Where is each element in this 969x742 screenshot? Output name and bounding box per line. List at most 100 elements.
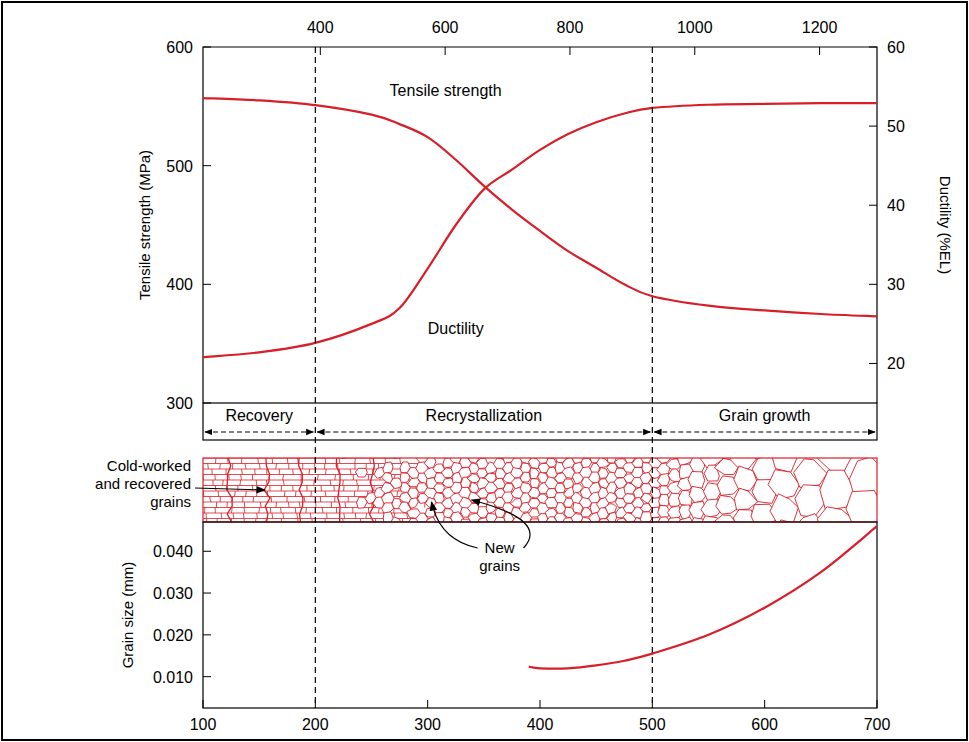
x2-tick-label: 800 bbox=[557, 19, 584, 36]
cold-worked-grain-boundary bbox=[339, 458, 341, 464]
cold-worked-grain-boundary bbox=[244, 502, 245, 508]
cold-worked-grain-boundary bbox=[254, 469, 255, 475]
microstructure bbox=[203, 458, 877, 522]
figure: 400600800100012003004005006002030405060T… bbox=[0, 0, 969, 742]
cold-worked-grain-boundary bbox=[295, 491, 297, 497]
x-tick-label: 500 bbox=[639, 716, 666, 733]
cold-worked-grain-boundary bbox=[280, 508, 282, 514]
cold-worked-grain-boundary bbox=[325, 491, 327, 497]
grain bbox=[408, 488, 419, 499]
grain bbox=[390, 517, 401, 522]
grain bbox=[520, 472, 530, 482]
x2-tick bbox=[445, 47, 446, 55]
cold-worked-grain-boundary bbox=[237, 486, 238, 492]
cold-worked-grain-boundary bbox=[330, 480, 332, 486]
cold-worked-grain-boundary bbox=[203, 496, 434, 497]
x2-tick-label: 400 bbox=[307, 19, 334, 36]
cold-worked-grain-boundary bbox=[256, 513, 258, 519]
cold-worked-grain-boundary bbox=[368, 508, 369, 514]
region-arrow bbox=[205, 432, 313, 433]
cold-worked-grain-boundary bbox=[256, 480, 258, 486]
cold-worked-grain-boundary bbox=[253, 497, 255, 503]
cold-worked-grain-boundary bbox=[348, 497, 349, 503]
cold-worked-grain-boundary bbox=[256, 491, 258, 497]
x-tick bbox=[540, 700, 541, 708]
y-tick-label: 400 bbox=[166, 276, 193, 293]
cold-worked-grain-boundary bbox=[322, 508, 324, 514]
cold-worked-grain-boundary bbox=[292, 469, 294, 475]
y2-tick-label: 30 bbox=[887, 276, 905, 293]
cold-worked-grain-boundary bbox=[272, 458, 273, 464]
x-tick bbox=[764, 700, 765, 708]
figure-border bbox=[2, 2, 967, 740]
y-tick bbox=[203, 676, 211, 677]
cold-worked-grain-boundary bbox=[204, 508, 205, 514]
y-tick bbox=[203, 593, 211, 594]
cold-worked-grain-boundary bbox=[300, 475, 301, 481]
cold-worked-grain-boundary bbox=[228, 475, 229, 481]
grain bbox=[872, 458, 877, 476]
cold-worked-grain-boundary bbox=[343, 513, 345, 519]
cold-worked-grain-boundary bbox=[287, 497, 288, 503]
cold-worked-grain-boundary bbox=[272, 513, 274, 519]
text-line: grains bbox=[479, 557, 520, 574]
cold-worked-grain-boundary bbox=[325, 458, 326, 464]
cold-worked-grain-boundary bbox=[245, 464, 247, 470]
cold-worked-grain-boundary bbox=[310, 491, 312, 497]
grain bbox=[356, 468, 368, 477]
curve-label: Tensile strength bbox=[390, 82, 502, 99]
annotation-arrow bbox=[195, 488, 265, 490]
cold-worked-grain-boundary bbox=[218, 491, 219, 497]
cold-worked-grain-boundary bbox=[282, 475, 284, 481]
cold-worked-grain-boundary bbox=[242, 497, 243, 503]
y2-tick-label: 20 bbox=[887, 355, 905, 372]
cold-worked-grain-boundary bbox=[350, 469, 352, 475]
text-line: and recovered bbox=[95, 475, 191, 492]
cold-worked-grain-boundary bbox=[240, 475, 242, 481]
cold-worked-grain-boundary bbox=[299, 502, 301, 508]
cold-worked-grain-boundary bbox=[212, 480, 213, 486]
cold-worked-grain-boundary bbox=[220, 497, 221, 503]
cold-worked-grain-boundary bbox=[275, 464, 277, 470]
cold-worked-grain-boundary bbox=[214, 475, 215, 481]
cold-worked-grain-boundary bbox=[221, 513, 223, 519]
prior-grain-boundary bbox=[227, 458, 232, 522]
y2-tick-label: 50 bbox=[887, 118, 905, 135]
y-tick-label: 500 bbox=[166, 158, 193, 175]
cold-worked-grain-boundary bbox=[313, 480, 315, 486]
curve-label: Ductility bbox=[428, 320, 484, 337]
text-line: Cold-worked bbox=[107, 457, 191, 474]
cold-worked-grain-boundary bbox=[269, 486, 270, 492]
prior-grain-boundary bbox=[298, 458, 303, 522]
x-tick-label: 300 bbox=[414, 716, 441, 733]
cold-worked-grain-boundary bbox=[305, 508, 306, 514]
cold-worked-grain-boundary bbox=[284, 491, 286, 497]
cold-worked-grain-boundary bbox=[245, 491, 247, 497]
cold-worked-grain-boundary bbox=[355, 513, 356, 519]
prior-grain-boundary bbox=[336, 458, 340, 522]
cold-worked-grain-boundary bbox=[303, 497, 305, 503]
x2-tick-label: 1000 bbox=[677, 19, 713, 36]
series-line bbox=[203, 103, 877, 357]
cold-worked-grain-boundary bbox=[206, 513, 207, 519]
cold-worked-grain-boundary bbox=[287, 458, 289, 464]
cold-worked-grain-boundary bbox=[243, 513, 244, 519]
cold-worked-grain-boundary bbox=[399, 458, 401, 464]
cold-worked-grain-boundary bbox=[357, 486, 359, 492]
cold-worked-grain-boundary bbox=[354, 491, 355, 497]
y-tick bbox=[203, 47, 211, 48]
cold-worked-grain-boundary bbox=[219, 464, 221, 470]
grain bbox=[383, 462, 393, 474]
x2-tick bbox=[819, 47, 820, 55]
y-tick bbox=[203, 284, 211, 285]
annotation: Cold-workedand recoveredgrains bbox=[95, 457, 191, 510]
cold-worked-grain-boundary bbox=[353, 475, 354, 481]
region-label: Recrystallization bbox=[426, 407, 542, 424]
y2-tick bbox=[869, 47, 877, 48]
x-tick-label: 600 bbox=[751, 716, 778, 733]
cold-worked-grain-boundary bbox=[365, 513, 367, 519]
grain bbox=[678, 517, 694, 522]
y2-tick-label: 40 bbox=[887, 197, 905, 214]
grain bbox=[409, 498, 419, 509]
cold-worked-grain-boundary bbox=[288, 464, 289, 470]
